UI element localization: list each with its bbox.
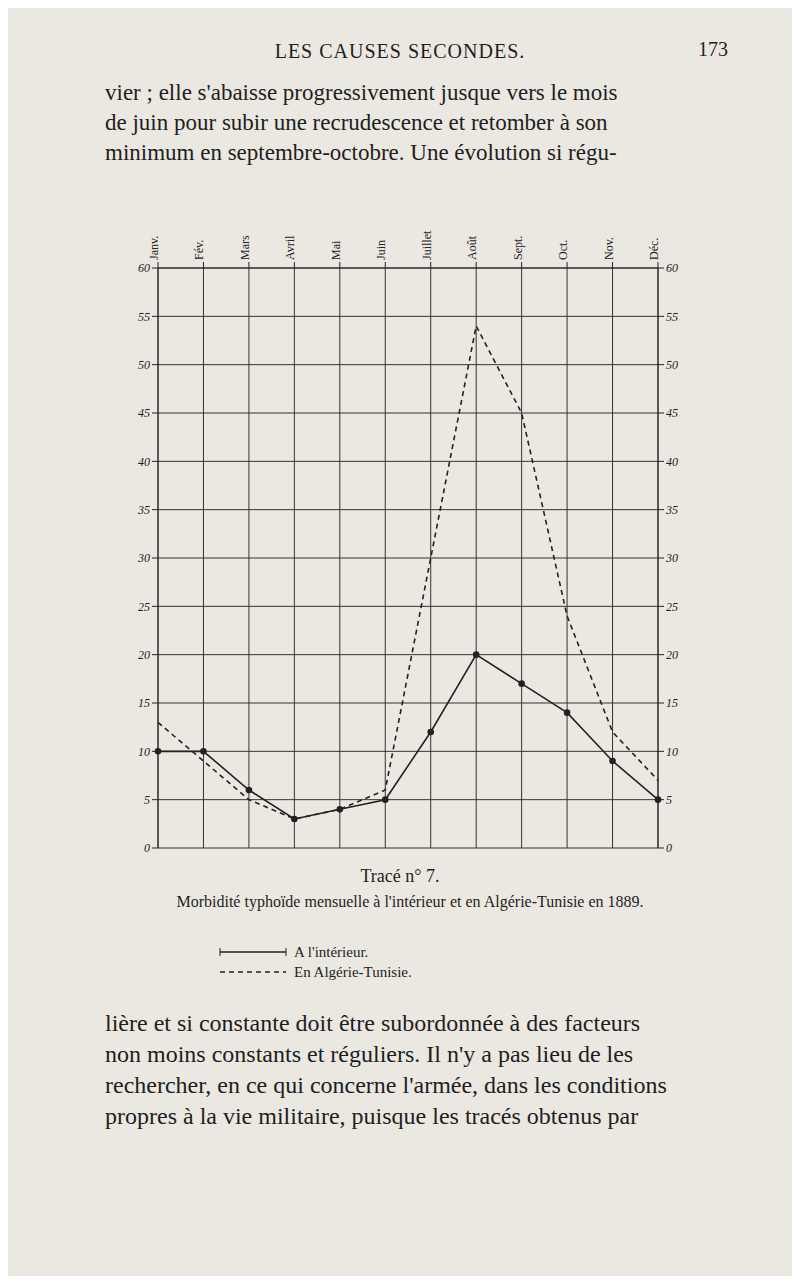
svg-text:25: 25 [138,600,150,614]
svg-text:Oct.: Oct. [556,240,570,260]
svg-text:Mars: Mars [238,235,252,260]
html-text:non moins constants et régulie: non moins constants et réguliers. Il n'y… [105,1041,634,1067]
html-text:rechercher, en ce qui concerne: rechercher, en ce qui concerne l'armée, … [105,1072,667,1098]
svg-text:60: 60 [138,261,150,275]
svg-text:Nov.: Nov. [602,237,616,260]
svg-text:20: 20 [666,648,678,662]
html-text:A l'intérieur.: A l'intérieur. [294,943,369,960]
svg-text:10: 10 [666,745,678,759]
svg-text:55: 55 [666,310,678,324]
svg-text:30: 30 [665,551,678,565]
html-text:propres à la vie militaire, pu: propres à la vie militaire, puisque les … [105,1103,639,1129]
html-text:lière et si constante doit êtr: lière et si constante doit être subordon… [105,1010,641,1036]
svg-text:0: 0 [144,841,150,855]
svg-text:35: 35 [137,503,150,517]
html-text:173: 173 [698,38,728,60]
svg-text:15: 15 [138,696,150,710]
svg-text:20: 20 [138,648,150,662]
svg-text:Juillet: Juillet [420,230,434,260]
html-text:de juin pour subir une recrude: de juin pour subir une recrudescence et … [105,110,608,135]
html-text:LES CAUSES SECONDES.: LES CAUSES SECONDES. [274,40,526,62]
svg-text:5: 5 [144,793,150,807]
svg-text:Fév.: Fév. [192,240,206,260]
svg-text:35: 35 [665,503,678,517]
svg-text:Mai: Mai [329,240,343,260]
svg-text:10: 10 [138,745,150,759]
svg-text:0: 0 [666,841,672,855]
svg-text:50: 50 [666,358,678,372]
svg-text:60: 60 [666,261,678,275]
html-text:vier ; elle s'abaisse progress: vier ; elle s'abaisse progressivement ju… [105,80,618,105]
svg-text:30: 30 [137,551,150,565]
svg-text:40: 40 [666,455,678,469]
html-text:minimum en septembre-octobre.: minimum en septembre-octobre. Une évolut… [105,140,617,165]
svg-text:15: 15 [666,696,678,710]
svg-text:45: 45 [666,406,678,420]
html-text:Tracé n° 7.: Tracé n° 7. [360,866,440,886]
svg-text:45: 45 [138,406,150,420]
svg-text:Avril: Avril [283,235,297,260]
svg-text:Déc.: Déc. [647,238,661,260]
html-text:Morbidité typhoïde mensuelle à: Morbidité typhoïde mensuelle à l'intérie… [176,893,644,910]
svg-text:Juin: Juin [374,240,388,260]
svg-text:25: 25 [666,600,678,614]
svg-text:40: 40 [138,455,150,469]
svg-text:50: 50 [138,358,150,372]
html-text:En Algérie-Tunisie.: En Algérie-Tunisie. [294,963,412,980]
svg-text:Sept.: Sept. [511,236,525,260]
svg-text:Janv.: Janv. [147,236,161,260]
svg-text:55: 55 [138,310,150,324]
svg-text:Août: Août [465,235,479,260]
svg-text:5: 5 [666,793,672,807]
